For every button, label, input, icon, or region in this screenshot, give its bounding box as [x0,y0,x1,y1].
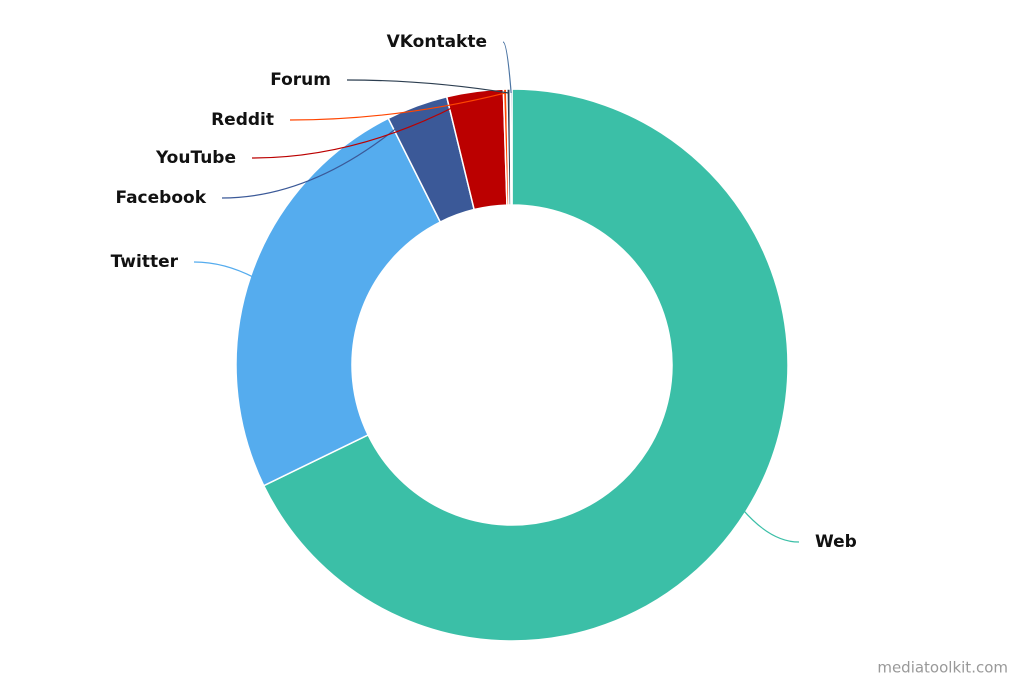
leader-line [251,94,476,159]
leader-line [289,92,506,121]
leader-line [346,79,509,94]
slice-label: YouTube [155,148,236,168]
watermark: mediatoolkit.com [877,659,1008,677]
slice-label: Twitter [111,252,179,272]
slice [262,88,789,642]
leader-line [502,41,512,94]
leader-line [221,109,419,199]
slice [235,117,442,487]
slice-label: Reddit [211,110,274,130]
slice-label: Facebook [115,188,206,208]
leader-line [742,508,800,543]
slice-label: Web [815,532,857,552]
slice [509,88,513,206]
leader-line [193,261,255,279]
slice-label: VKontakte [387,32,487,52]
slice-label: Forum [270,70,331,90]
